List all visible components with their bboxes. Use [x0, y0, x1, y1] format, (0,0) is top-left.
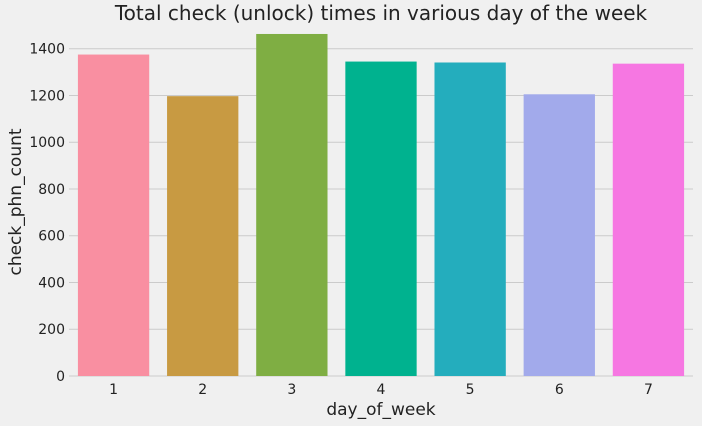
- y-tick-label: 600: [38, 229, 65, 245]
- chart-title: Total check (unlock) times in various da…: [114, 1, 648, 25]
- bar-day-7: [612, 63, 685, 377]
- x-tick-label: 3: [287, 382, 296, 398]
- bar-day-4: [345, 61, 417, 376]
- x-tick-label: 5: [466, 382, 475, 398]
- bar-day-3: [256, 33, 328, 376]
- x-tick-label: 6: [555, 382, 564, 398]
- y-tick-label: 1000: [29, 135, 65, 151]
- x-axis-label: day_of_week: [326, 400, 435, 420]
- bar-day-2: [167, 96, 239, 376]
- x-tick-label: 7: [644, 382, 653, 398]
- y-tick-label: 1400: [29, 42, 65, 58]
- bar-day-1: [77, 54, 150, 376]
- x-tick-label: 4: [377, 382, 386, 398]
- x-tick-labels: 1 2 3 4 5 6 7: [109, 382, 653, 398]
- y-tick-label: 0: [56, 369, 65, 385]
- y-tick-label: 400: [38, 275, 65, 291]
- x-tick-label: 2: [198, 382, 207, 398]
- bar-day-6: [523, 94, 595, 377]
- bar-day-5: [434, 62, 506, 377]
- y-tick-label: 1200: [29, 88, 65, 104]
- y-axis-label: check_phn_count: [6, 128, 26, 275]
- y-tick-label: 800: [38, 182, 65, 198]
- y-tick-label: 200: [38, 322, 65, 338]
- y-tick-labels: 0 200 400 600 800 1000 1200 1400: [29, 42, 65, 385]
- bars: [77, 33, 685, 377]
- x-tick-label: 1: [109, 382, 118, 398]
